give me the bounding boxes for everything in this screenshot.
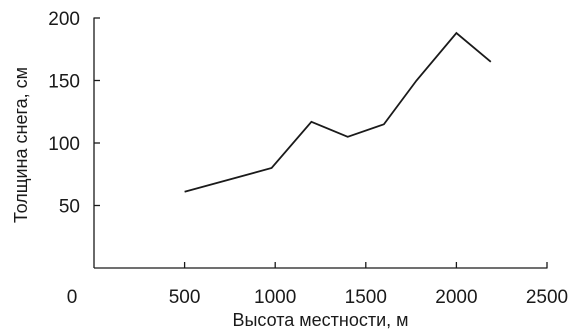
y-axis-ticks: 50 100 150 200 [48,9,100,218]
y-tick-label: 150 [48,72,80,93]
data-series [184,31,492,193]
x-axis-title: Высота местности, м [232,310,408,330]
snow-depth-series-line [184,31,492,193]
x-tick-label: 2500 [526,287,568,308]
axes [93,17,548,269]
y-axis-title: Толщина снега, см [11,67,31,223]
x-tick-label: 1500 [345,287,387,308]
y-tick-label: 200 [48,9,80,30]
x-tick-label: 0 [67,287,78,308]
y-tick-label: 100 [48,134,80,155]
x-axis-ticks: 0 500 1000 1500 2000 2500 [67,262,568,308]
x-tick-label: 500 [169,287,201,308]
y-tick-label: 50 [59,197,80,218]
x-tick-label: 1000 [254,287,296,308]
x-tick-label: 2000 [435,287,477,308]
